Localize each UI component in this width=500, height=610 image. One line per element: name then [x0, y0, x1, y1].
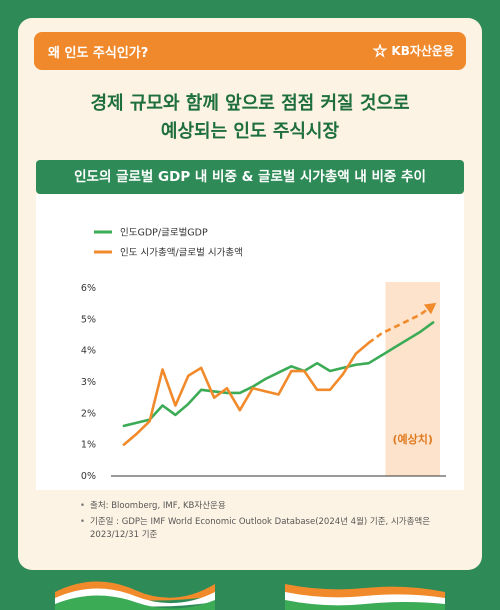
y-tick-label: 5%: [81, 314, 96, 325]
left-flag-ribbon: [55, 581, 215, 610]
notes: 출처: Bloomberg, IMF, KB자산운용 기준일 : GDP는 IM…: [80, 500, 440, 545]
y-tick-label: 2%: [81, 408, 96, 419]
forecast-label: (예상치): [393, 432, 433, 446]
legend-label: 인도GDP/글로벌GDP: [120, 228, 208, 239]
headline-line2: 예상되는 인도 주식시장: [160, 121, 340, 142]
kb-star-logo-icon: [373, 43, 388, 58]
y-tick-label: 1%: [81, 440, 96, 451]
brand: KB자산운용: [373, 42, 454, 59]
y-tick-label: 3%: [81, 377, 96, 388]
series-line-1: [122, 321, 435, 428]
chart-title: 인도의 글로벌 GDP 내 비중 & 글로벌 시가총액 내 비중 추이: [36, 160, 464, 194]
forecast-region: [385, 282, 440, 476]
note-source: 출처: Bloomberg, IMF, KB자산운용: [80, 500, 440, 513]
chart-area: (예상치)0%1%2%3%4%5%6%200320062009201220152…: [36, 194, 464, 501]
content-card: 왜 인도 주식인가? KB자산운용 경제 규모와 함께 앞으로 점점 커질 것으…: [18, 18, 482, 570]
series-forecast-line-2: [367, 304, 434, 344]
brand-name: KB자산운용: [391, 44, 454, 58]
series-line-2: [122, 341, 370, 446]
forecast-arrowhead: [423, 302, 437, 315]
header-bar: 왜 인도 주식인가? KB자산운용: [34, 32, 466, 70]
y-tick-label: 0%: [81, 471, 96, 482]
y-tick-label: 6%: [81, 283, 96, 294]
line-chart: (예상치)0%1%2%3%4%5%6%200320062009201220152…: [81, 228, 446, 501]
headline: 경제 규모와 함께 앞으로 점점 커질 것으로 예상되는 인도 주식시장: [18, 90, 482, 146]
right-flag-ribbon: [285, 584, 445, 610]
headline-line1: 경제 규모와 함께 앞으로 점점 커질 것으로: [90, 93, 410, 114]
y-tick-label: 4%: [81, 346, 96, 357]
header-question: 왜 인도 주식인가?: [48, 46, 149, 61]
legend-label: 인도 시가총액/글로벌 시가총액: [120, 247, 243, 259]
note-reference-date: 기준일 : GDP는 IMF World Economic Outlook Da…: [80, 516, 440, 542]
